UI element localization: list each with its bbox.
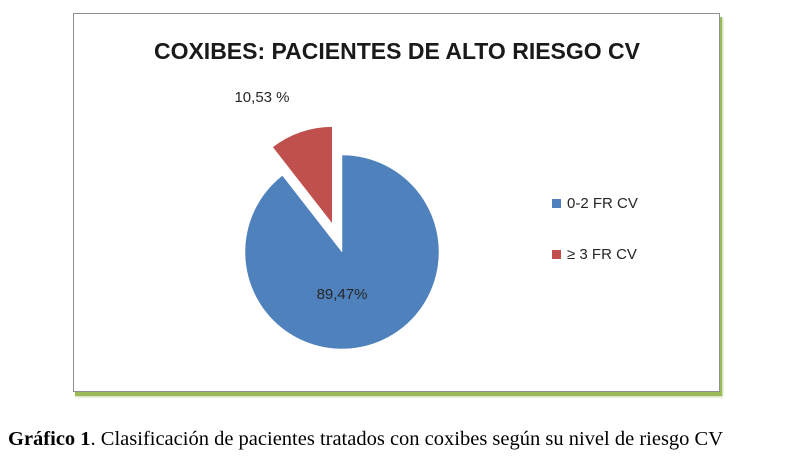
chart-title: COXIBES: PACIENTES DE ALTO RIESGO CV — [154, 38, 641, 64]
legend: 0-2 FR CV ≥ 3 FR CV — [552, 195, 638, 263]
legend-label-1: 0-2 FR CV — [567, 195, 638, 212]
legend-swatch-1 — [552, 199, 561, 208]
legend-label-2: ≥ 3 FR CV — [567, 246, 637, 263]
figure-caption: Gráfico 1. Clasificación de pacientes tr… — [8, 428, 793, 451]
pie-slice-2 — [272, 126, 333, 225]
chart-frame: COXIBES: PACIENTES DE ALTO RIESGO CV 89,… — [73, 13, 720, 392]
pie-chart: COXIBES: PACIENTES DE ALTO RIESGO CV 89,… — [154, 38, 641, 350]
pie-slices — [244, 126, 440, 350]
pie-slice-1 — [244, 154, 440, 350]
data-label-2: 10,53 % — [234, 89, 289, 106]
data-labels: 89,47% 10,53 % — [234, 89, 367, 303]
caption-label: Gráfico 1 — [8, 428, 91, 450]
data-label-1: 89,47% — [317, 286, 368, 303]
caption-text: . Clasificación de pacientes tratados co… — [90, 428, 724, 450]
legend-swatch-2 — [552, 250, 561, 259]
